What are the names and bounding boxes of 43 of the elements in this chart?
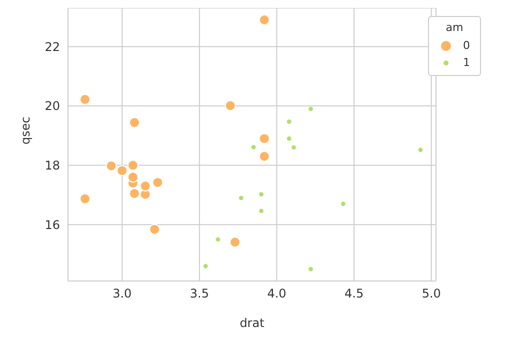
point xyxy=(308,266,313,272)
point xyxy=(418,148,423,152)
point xyxy=(127,172,138,183)
point xyxy=(106,160,117,172)
point xyxy=(292,145,296,150)
point xyxy=(251,144,256,150)
y-tick-label: 16 xyxy=(44,218,60,232)
y-axis-title: qsec xyxy=(18,116,32,144)
point xyxy=(258,150,270,162)
x-tick-label: 3.0 xyxy=(112,286,132,301)
x-tick-label: 4.5 xyxy=(344,286,364,301)
point xyxy=(224,100,236,112)
point xyxy=(259,208,264,214)
point xyxy=(229,236,240,248)
point xyxy=(238,196,244,200)
point xyxy=(80,94,91,105)
point xyxy=(258,133,270,144)
y-tick-label: 18 xyxy=(44,158,60,173)
x-tick-label: 4.0 xyxy=(267,286,286,301)
point xyxy=(286,119,292,124)
point xyxy=(203,264,208,268)
legend-label: 1 xyxy=(463,56,470,69)
point xyxy=(259,192,264,197)
point xyxy=(152,176,164,188)
point xyxy=(341,202,346,206)
legend-title: am xyxy=(444,21,464,34)
point xyxy=(216,237,220,242)
legend-label: 0 xyxy=(463,39,470,52)
point xyxy=(128,117,140,128)
y-tick-label: 22 xyxy=(44,40,60,54)
point xyxy=(308,106,313,112)
x-tick-label: 5.0 xyxy=(422,286,441,301)
x-axis-title: drat xyxy=(240,316,265,330)
point xyxy=(80,193,91,204)
point xyxy=(127,160,138,171)
y-tick-label: 20 xyxy=(44,99,60,114)
point xyxy=(149,224,160,235)
point xyxy=(140,180,151,192)
point xyxy=(116,165,128,176)
point xyxy=(258,14,270,26)
point xyxy=(128,188,140,199)
point xyxy=(286,136,292,141)
x-tick-label: 3.5 xyxy=(190,286,209,301)
